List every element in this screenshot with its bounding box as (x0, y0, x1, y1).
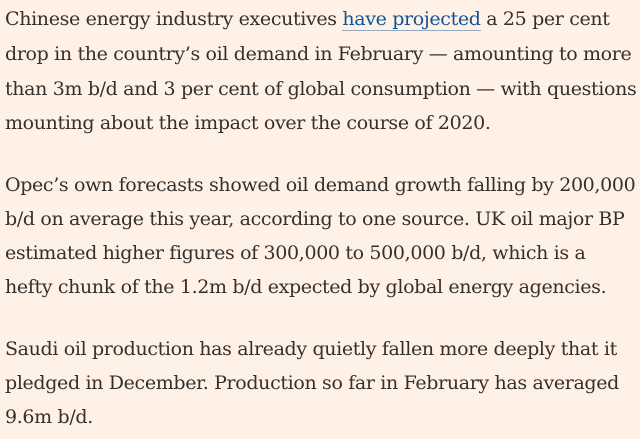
text-line: Opec’s own forecasts showed oil demand g… (5, 174, 636, 196)
text-line: mounting about the impact over the cours… (5, 112, 491, 134)
text-line: pledged in December. Production so far i… (5, 372, 619, 394)
text-line: Chinese energy industry executives have … (5, 2, 610, 36)
text-line: b/d on average this year, according to o… (5, 208, 625, 230)
line-text: Chinese energy industry executives (5, 8, 343, 30)
text-line: hefty chunk of the 1.2m b/d expected by … (5, 276, 607, 298)
line-text: a 25 per cent (480, 8, 610, 30)
text-line: Saudi oil production has already quietly… (5, 338, 617, 360)
text-line: estimated higher figures of 300,000 to 5… (5, 242, 586, 264)
text-line: 9.6m b/d. (5, 406, 93, 428)
text-line: drop in the country’s oil demand in Febr… (5, 43, 632, 65)
have-projected-link[interactable]: have projected (342, 8, 481, 31)
text-line: than 3m b/d and 3 per cent of global con… (5, 78, 637, 100)
